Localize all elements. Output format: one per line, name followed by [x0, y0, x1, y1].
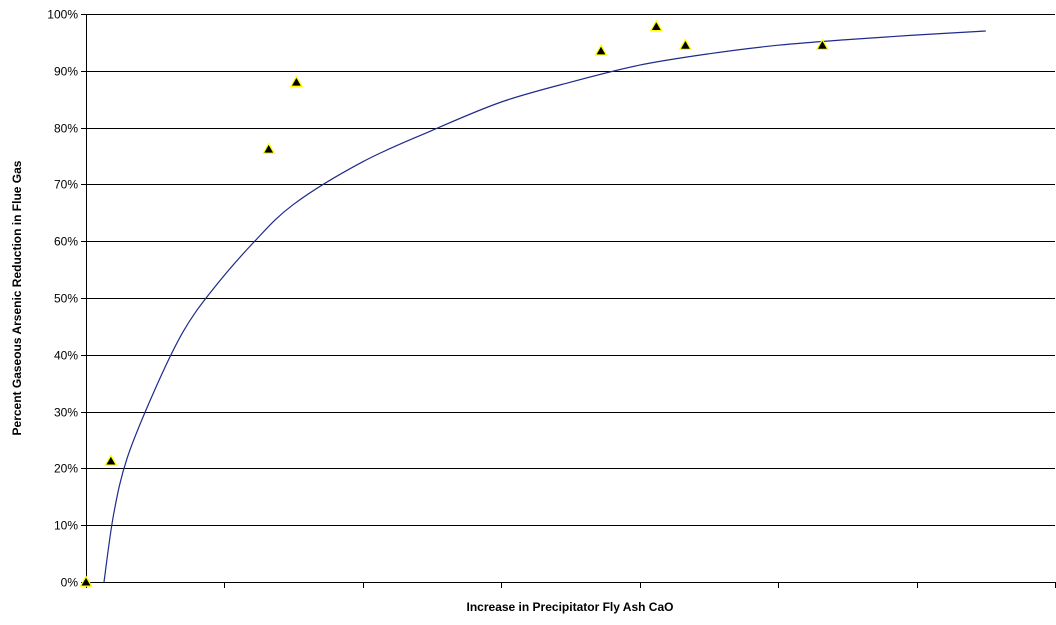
- y-tick-label: 10%: [54, 519, 78, 533]
- y-tick-label: 50%: [54, 292, 78, 306]
- data-point-7: [815, 38, 830, 51]
- data-point-5: [649, 19, 663, 32]
- y-tick-label: 30%: [54, 406, 78, 420]
- data-point-4: [594, 44, 608, 56]
- trendline-curve: [103, 30, 986, 583]
- data-point-1: [104, 454, 118, 466]
- data-point-2: [262, 142, 276, 154]
- y-tick-label: 20%: [54, 462, 78, 476]
- label-layer: Increase in Precipitator Fly Ash CaO Per…: [10, 8, 673, 615]
- y-tick-label: 80%: [54, 122, 78, 136]
- data-point-0: [79, 575, 93, 587]
- axis-layer: [81, 14, 1056, 588]
- grid-layer: [86, 14, 1055, 526]
- y-tick-label: 40%: [54, 349, 78, 363]
- y-tick-label: 100%: [47, 8, 78, 22]
- y-tick-label: 70%: [54, 178, 78, 192]
- y-tick-label: 0%: [61, 576, 79, 590]
- x-axis-title: Increase in Precipitator Fly Ash CaO: [467, 600, 674, 614]
- y-tick-label: 90%: [54, 65, 78, 79]
- data-point-6: [678, 38, 693, 51]
- curve-layer: [103, 30, 986, 583]
- y-tick-label: 60%: [54, 235, 78, 249]
- y-axis-title: Percent Gaseous Arsenic Reduction in Flu…: [10, 160, 24, 435]
- data-point-3: [289, 75, 304, 87]
- marker-layer: [79, 19, 830, 587]
